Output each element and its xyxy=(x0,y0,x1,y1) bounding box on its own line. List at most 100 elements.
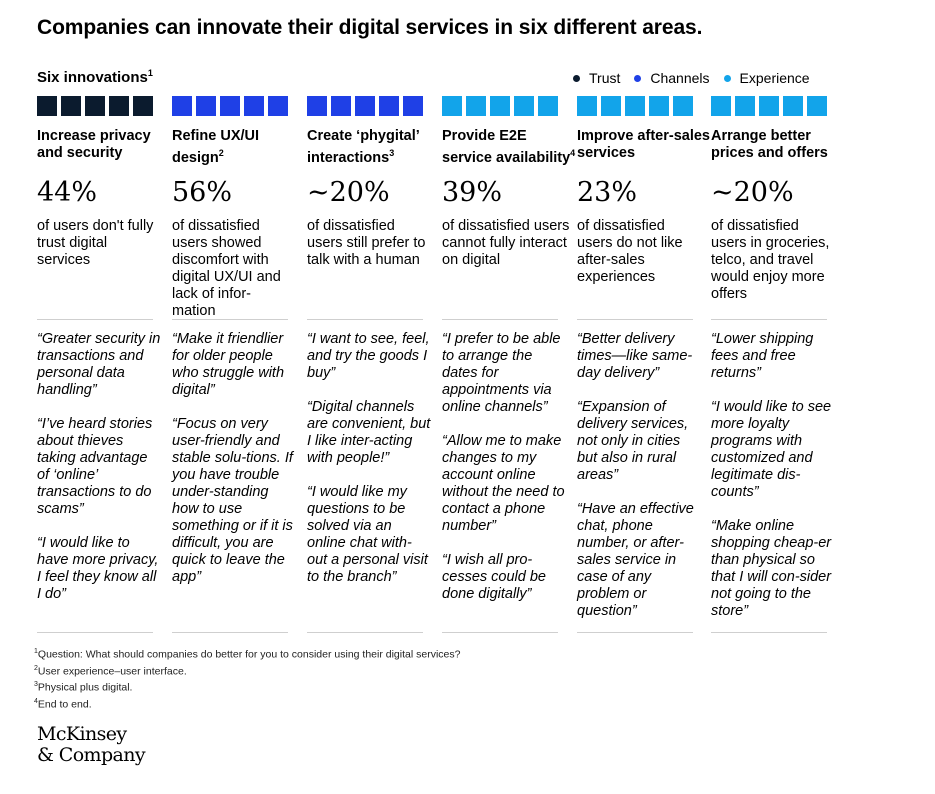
page-title: Companies can innovate their digital ser… xyxy=(37,16,703,39)
stat-description: of dissatisfied users showed discomfort … xyxy=(172,218,281,319)
quote: “Greater security in transactions and pe… xyxy=(37,331,161,398)
category-square xyxy=(379,96,399,116)
quote: “Allow me to make changes to my account … xyxy=(442,433,565,534)
column-divider xyxy=(442,632,558,633)
heading-text: Improve after-sales services xyxy=(577,128,710,161)
category-square xyxy=(601,96,621,116)
quote: “Lower shipping fees and free returns” xyxy=(711,331,814,381)
stat-description: of dissatisfied users cannot fully inter… xyxy=(442,218,570,268)
quotes-list: “Lower shipping fees and free returns” “I… xyxy=(711,331,835,637)
category-square xyxy=(807,96,827,116)
footnote-1: 1Question: What should companies do bett… xyxy=(34,648,461,661)
heading-footnote-marker: 3 xyxy=(389,148,395,158)
category-square xyxy=(196,96,216,116)
category-square xyxy=(759,96,779,116)
stat-description: of users don't fully trust digital servi… xyxy=(37,218,154,268)
quote: “Expansion of delivery services, not onl… xyxy=(577,399,689,483)
quote: “Digital channels are convenient, but I … xyxy=(307,399,431,466)
category-square xyxy=(514,96,534,116)
quote: “I’ve heard stories about thieves taking… xyxy=(37,416,153,517)
column-divider xyxy=(307,319,423,320)
quote: “I would like to see more loyalty progra… xyxy=(711,399,832,500)
stat-value: 44% xyxy=(37,177,98,208)
category-square xyxy=(109,96,129,116)
quote: “I want to see, feel, and try the goods … xyxy=(307,331,430,381)
category-square xyxy=(403,96,423,116)
innovation-heading: Create ‘phygital’ interactions3 xyxy=(307,128,445,166)
legend-label-channels: Channels xyxy=(650,70,710,86)
stat-value: ~20% xyxy=(307,177,390,208)
stat-description: of dissatisfied users do not like after-… xyxy=(577,218,683,285)
quote: “I would like my questions to be solved … xyxy=(307,484,428,585)
category-squares xyxy=(442,96,580,116)
logo-line-2: & Company xyxy=(37,744,146,766)
category-square xyxy=(490,96,510,116)
innovation-heading: Arrange better prices and offers xyxy=(711,128,849,162)
innovation-column: Refine UX/UI design2 56% of dissatisfied u… xyxy=(172,96,310,320)
chart-subtitle: Six innovations1 xyxy=(37,68,153,86)
logo-line-1: McKinsey xyxy=(37,723,127,745)
category-square xyxy=(466,96,486,116)
heading-text: Refine UX/UI design xyxy=(172,128,260,166)
quotes-list: “Greater security in transactions and pe… xyxy=(37,331,161,620)
legend-item-experience: Experience xyxy=(723,70,810,86)
legend-label-experience: Experience xyxy=(739,70,810,86)
column-divider xyxy=(172,319,288,320)
heading-text: Provide E2E service availability xyxy=(442,128,571,166)
footnote-4: 4End to end. xyxy=(34,697,92,711)
innovation-heading: Provide E2E service availability4 xyxy=(442,128,580,166)
quotes-list: “I prefer to be able to arrange the date… xyxy=(442,331,566,620)
innovation-column: Increase privacy and security 44% of users… xyxy=(37,96,175,269)
stat-value: 39% xyxy=(442,177,503,208)
quote: “I would like to have more privacy, I fe… xyxy=(37,535,159,602)
category-square xyxy=(244,96,264,116)
innovation-column: Create ‘phygital’ interactions3 ~20% of di… xyxy=(307,96,445,269)
legend-dot-trust xyxy=(573,74,580,82)
heading-footnote-marker: 2 xyxy=(218,148,224,158)
footnote-3: 3Physical plus digital. xyxy=(34,681,133,694)
quote: “Focus on very user-friendly and stable … xyxy=(172,416,293,585)
legend-item-channels: Channels xyxy=(634,70,710,86)
stat-description: of dissatisfied users still prefer to ta… xyxy=(307,218,426,268)
innovation-column: Improve after-sales services 23% of dissat… xyxy=(577,96,715,286)
category-square xyxy=(220,96,240,116)
column-divider xyxy=(37,319,153,320)
column-divider xyxy=(37,632,153,633)
column-divider xyxy=(577,632,693,633)
heading-text: Create ‘phygital’ interactions xyxy=(307,128,420,166)
category-square xyxy=(37,96,57,116)
footnotes: 1Question: What should companies do bett… xyxy=(34,645,460,711)
legend-item-trust: Trust xyxy=(573,70,620,86)
category-square xyxy=(85,96,105,116)
stat-value: 56% xyxy=(172,177,233,208)
quotes-list: “Better delivery times—like same-day del… xyxy=(577,331,701,637)
subtitle-footnote-marker: 1 xyxy=(147,68,153,78)
category-square xyxy=(538,96,558,116)
column-divider xyxy=(577,319,693,320)
quote: “Have an effective chat, phone number, o… xyxy=(577,501,694,619)
category-square xyxy=(331,96,351,116)
heading-text: Increase privacy and security xyxy=(37,128,151,161)
category-square xyxy=(625,96,645,116)
category-square xyxy=(442,96,462,116)
column-divider xyxy=(172,632,288,633)
category-square xyxy=(577,96,597,116)
category-square xyxy=(268,96,288,116)
quote: “Make online shopping cheap-er than phys… xyxy=(711,518,832,619)
column-divider xyxy=(442,319,558,320)
quote: “Better delivery times—like same-day del… xyxy=(577,331,693,381)
column-divider xyxy=(711,319,827,320)
quotes-list: “I want to see, feel, and try the goods … xyxy=(307,331,431,603)
category-square xyxy=(172,96,192,116)
innovation-heading: Increase privacy and security xyxy=(37,128,175,162)
category-squares xyxy=(37,96,175,116)
category-square xyxy=(307,96,327,116)
legend: Trust Channels Experience xyxy=(573,70,810,86)
stat-value: 23% xyxy=(577,177,638,208)
stat-value: ~20% xyxy=(711,177,794,208)
category-squares xyxy=(307,96,445,116)
category-squares xyxy=(577,96,715,116)
category-squares xyxy=(711,96,849,116)
heading-footnote-marker: 4 xyxy=(570,148,576,158)
category-square xyxy=(735,96,755,116)
